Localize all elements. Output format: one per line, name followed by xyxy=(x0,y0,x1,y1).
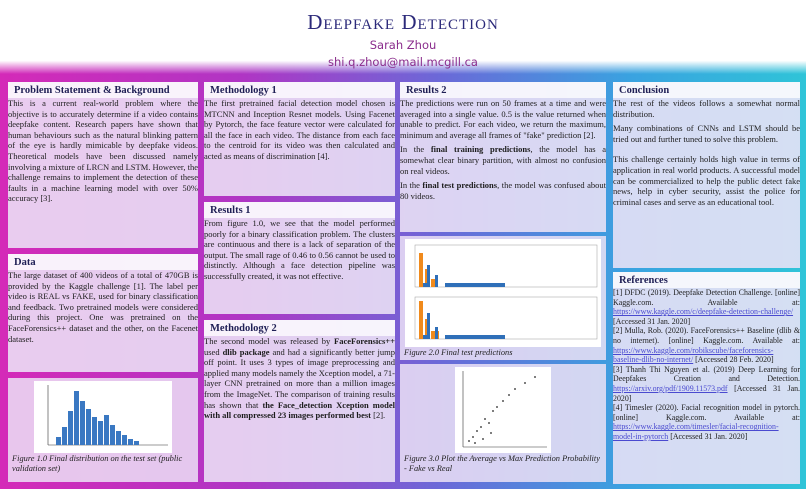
text: [Accessed 28 Feb. 2020] xyxy=(693,355,774,365)
section-heading: References xyxy=(613,272,800,288)
paragraph: This challenge certainly holds high valu… xyxy=(613,154,800,207)
text: [Accessed 31 Jan. 2020] xyxy=(613,383,800,403)
text: , the model has a somewhat clear binary … xyxy=(400,144,606,176)
section-heading: Problem Statement & Background xyxy=(8,82,198,98)
author: Sarah Zhou xyxy=(369,38,437,52)
section-heading: Results 2 xyxy=(400,82,606,98)
text: The rest of the videos follows a somewha… xyxy=(613,98,800,119)
text: [2]. xyxy=(371,410,386,421)
figure: Figure 3.0 Plot the Average vs Max Predi… xyxy=(400,364,606,482)
text: This challenge certainly holds high valu… xyxy=(613,154,800,207)
text: [1] DFDC (2019). Deepfake Detection Chal… xyxy=(613,288,800,307)
bold-text: FaceForensics++ xyxy=(334,336,395,346)
section-heading: Results 1 xyxy=(204,202,395,218)
section-body: [1] DFDC (2019). Deepfake Detection Chal… xyxy=(613,288,800,442)
title: Deepfake Detection xyxy=(307,10,499,34)
text: , the model was confused about 80 videos… xyxy=(400,180,606,201)
section: Methodology 2 The second model was releas… xyxy=(204,320,395,482)
text: Many combinations of CNNs and LSTM shoul… xyxy=(613,123,800,144)
bold-text: the Face_detection Xception model with a… xyxy=(204,399,395,421)
figure: Figure 2.0 Final test predictions xyxy=(400,236,606,360)
paragraph: [2] Mulla, Rob. (2020). FaceForensics++ … xyxy=(613,326,800,364)
link[interactable]: https://www.kaggle.com/timesler/facial-r… xyxy=(613,422,779,441)
figure-image xyxy=(34,381,172,453)
paragraph: The rest of the videos follows a somewha… xyxy=(613,98,800,119)
section-body: The large dataset of 400 videos of a tot… xyxy=(8,270,198,344)
link[interactable]: https://arxiv.org/pdf/1909.11573.pdf xyxy=(613,383,728,393)
text: In the xyxy=(400,180,423,191)
section-heading: Data xyxy=(8,254,198,270)
figure-caption: Figure 2.0 Final test predictions xyxy=(404,348,513,357)
section-body: The second model was released by FaceFor… xyxy=(204,336,395,421)
section-body: The rest of the videos follows a somewha… xyxy=(613,98,800,207)
paragraph: The predictions were run on 50 frames at… xyxy=(400,98,606,140)
paragraph: [1] DFDC (2019). Deepfake Detection Chal… xyxy=(613,288,800,326)
text: [4] Timesler (2020). Facial recognition … xyxy=(613,403,800,422)
header: Deepfake Detection Sarah Zhou shi.q.zhou… xyxy=(0,0,806,74)
paragraph: Many combinations of CNNs and LSTM shoul… xyxy=(613,123,800,144)
section-heading: Methodology 2 xyxy=(204,320,395,336)
text: [Accessed 31 Jan. 2020] xyxy=(613,316,691,326)
section-heading: Conclusion xyxy=(613,82,800,98)
section: Conclusion The rest of the videos follows… xyxy=(613,82,800,268)
text: The predictions were run on 50 frames at… xyxy=(400,98,606,140)
section-body: This is a current real-world problem whe… xyxy=(8,98,198,204)
text: In the xyxy=(400,144,431,155)
email: shi.q.zhou@mail.mcgill.ca xyxy=(328,55,478,69)
link[interactable]: https://www.kaggle.com/c/deepfake-detect… xyxy=(613,307,794,317)
text: The first pretrained facial detection mo… xyxy=(204,98,395,161)
text: used xyxy=(204,346,223,357)
section: Results 2 The predictions were run on 50 … xyxy=(400,82,606,232)
section-body: From figure 1.0, we see that the model p… xyxy=(204,218,395,282)
bold-text: final test predictions xyxy=(422,180,498,191)
text: The large dataset of 400 videos of a tot… xyxy=(8,270,198,344)
section: Data The large dataset of 400 videos of a… xyxy=(8,254,198,372)
section-body: The predictions were run on 50 frames at… xyxy=(400,98,606,201)
text: The second model was released by xyxy=(204,336,334,346)
paragraph: In the final test predictions, the model… xyxy=(400,180,606,201)
paragraph: In the final training predictions, the m… xyxy=(400,144,606,176)
paragraph: The second model was released by FaceFor… xyxy=(204,336,395,421)
figure-image xyxy=(405,239,601,347)
text: From figure 1.0, we see that the model p… xyxy=(204,218,395,281)
paragraph: The first pretrained facial detection mo… xyxy=(204,98,395,162)
figure-image xyxy=(455,367,551,453)
section-body: The first pretrained facial detection mo… xyxy=(204,98,395,162)
section-heading: Methodology 1 xyxy=(204,82,395,98)
section: Methodology 1 The first pretrained facial… xyxy=(204,82,395,196)
bold-text: final training predictions xyxy=(430,144,531,155)
text: and had a significantly better jump off … xyxy=(204,346,395,410)
paragraph: [4] Timesler (2020). Facial recognition … xyxy=(613,403,800,441)
paragraph: From figure 1.0, we see that the model p… xyxy=(204,218,395,282)
paragraph: This is a current real-world problem whe… xyxy=(8,98,198,204)
text: [Accessed 31 Jan. 2020] xyxy=(668,431,748,441)
paragraph: [3] Thanh Thi Nguyen et al. (2019) Deep … xyxy=(613,365,800,403)
figure: Figure 1.0 Final distribution on the tes… xyxy=(8,378,198,482)
text: This is a current real-world problem whe… xyxy=(8,98,198,204)
text: [2] Mulla, Rob. (2020). FaceForensics++ … xyxy=(613,326,800,345)
section: Results 1 From figure 1.0, we see that th… xyxy=(204,202,395,314)
link[interactable]: https://www.kaggle.com/robikscube/facefo… xyxy=(613,345,774,365)
bold-text: dlib package xyxy=(222,346,270,357)
figure-caption: Figure 1.0 Final distribution on the tes… xyxy=(12,454,183,473)
text: [3] Thanh Thi Nguyen et al. (2019) Deep … xyxy=(613,364,800,384)
section: References [1] DFDC (2019). Deepfake Dete… xyxy=(613,272,800,484)
section: Problem Statement & Background This is a … xyxy=(8,82,198,248)
paragraph: The large dataset of 400 videos of a tot… xyxy=(8,270,198,344)
figure-caption: Figure 3.0 Plot the Average vs Max Predi… xyxy=(404,454,600,473)
